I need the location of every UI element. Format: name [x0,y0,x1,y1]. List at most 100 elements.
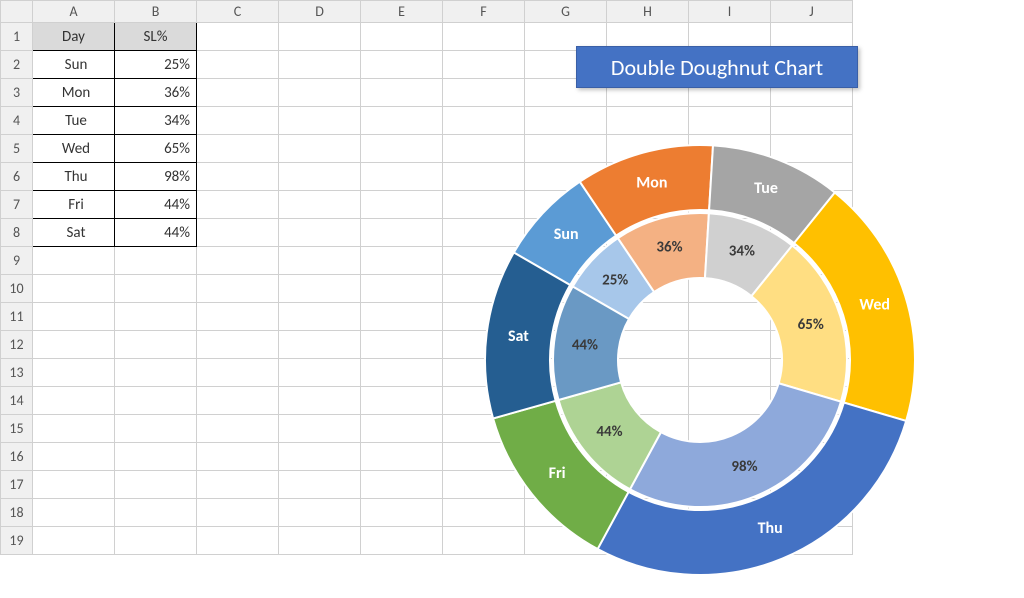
col-header-C[interactable]: C [197,1,279,23]
cell[interactable] [197,79,279,107]
cell[interactable] [361,51,443,79]
cell[interactable] [33,499,115,527]
cell[interactable] [197,275,279,303]
cell[interactable] [361,247,443,275]
col-header-I[interactable]: I [689,1,771,23]
cell[interactable] [279,191,361,219]
col-header-J[interactable]: J [771,1,853,23]
cell[interactable] [279,415,361,443]
cell[interactable] [33,527,115,555]
cell[interactable] [443,79,525,107]
cell[interactable] [197,247,279,275]
cell[interactable] [279,471,361,499]
cell[interactable] [361,471,443,499]
cell[interactable] [361,107,443,135]
cell[interactable]: 44% [115,191,197,219]
cell[interactable] [279,163,361,191]
row-header-4[interactable]: 4 [1,107,33,135]
row-header-18[interactable]: 18 [1,499,33,527]
cell[interactable] [279,443,361,471]
cell[interactable]: Tue [33,107,115,135]
cell[interactable] [115,275,197,303]
cell[interactable]: 65% [115,135,197,163]
cell[interactable]: 36% [115,79,197,107]
cell[interactable]: Day [33,23,115,51]
cell[interactable] [443,51,525,79]
cell[interactable] [279,135,361,163]
row-header-6[interactable]: 6 [1,163,33,191]
cell[interactable]: Fri [33,191,115,219]
cell[interactable] [361,191,443,219]
cell[interactable] [197,107,279,135]
cell[interactable] [197,527,279,555]
cell[interactable]: 34% [115,107,197,135]
cell[interactable] [197,51,279,79]
cell[interactable] [115,247,197,275]
cell[interactable] [279,247,361,275]
col-header-A[interactable]: A [33,1,115,23]
cell[interactable]: SL% [115,23,197,51]
cell[interactable] [197,191,279,219]
cell[interactable]: 44% [115,219,197,247]
cell[interactable] [33,443,115,471]
cell[interactable] [361,79,443,107]
cell[interactable] [279,51,361,79]
cell[interactable] [197,443,279,471]
cell[interactable] [361,163,443,191]
cell[interactable]: 25% [115,51,197,79]
cell[interactable] [361,219,443,247]
cell[interactable] [115,331,197,359]
row-header-12[interactable]: 12 [1,331,33,359]
cell[interactable] [361,443,443,471]
row-header-9[interactable]: 9 [1,247,33,275]
cell[interactable] [361,23,443,51]
cell[interactable]: Mon [33,79,115,107]
cell[interactable]: Sat [33,219,115,247]
cell[interactable]: 98% [115,163,197,191]
row-header-3[interactable]: 3 [1,79,33,107]
col-header-E[interactable]: E [361,1,443,23]
cell[interactable]: Wed [33,135,115,163]
cell[interactable] [279,499,361,527]
double-doughnut-chart[interactable]: SunMonTueWedThuFriSat25%36%34%65%98%44%4… [470,130,930,590]
cell[interactable] [361,275,443,303]
row-header-11[interactable]: 11 [1,303,33,331]
cell[interactable] [115,443,197,471]
col-header-G[interactable]: G [525,1,607,23]
cell[interactable] [33,359,115,387]
cell[interactable] [361,331,443,359]
cell[interactable] [33,471,115,499]
cell[interactable] [361,303,443,331]
cell[interactable] [197,415,279,443]
cell[interactable]: Sun [33,51,115,79]
row-header-7[interactable]: 7 [1,191,33,219]
cell[interactable] [279,359,361,387]
cell[interactable] [443,23,525,51]
cell[interactable] [33,387,115,415]
cell[interactable] [115,499,197,527]
cell[interactable] [279,331,361,359]
cell[interactable] [197,219,279,247]
row-header-16[interactable]: 16 [1,443,33,471]
cell[interactable] [197,359,279,387]
row-header-8[interactable]: 8 [1,219,33,247]
cell[interactable] [197,331,279,359]
row-header-2[interactable]: 2 [1,51,33,79]
col-header-B[interactable]: B [115,1,197,23]
cell[interactable] [279,23,361,51]
col-header-H[interactable]: H [607,1,689,23]
cell[interactable] [361,387,443,415]
cell[interactable] [115,387,197,415]
cell[interactable] [279,107,361,135]
cell[interactable] [279,219,361,247]
cell[interactable] [197,387,279,415]
cell[interactable] [115,359,197,387]
row-header-1[interactable]: 1 [1,23,33,51]
cell[interactable] [115,303,197,331]
cell[interactable] [33,275,115,303]
cell[interactable] [33,303,115,331]
cell[interactable]: Thu [33,163,115,191]
row-header-14[interactable]: 14 [1,387,33,415]
cell[interactable] [361,415,443,443]
cell[interactable] [361,135,443,163]
